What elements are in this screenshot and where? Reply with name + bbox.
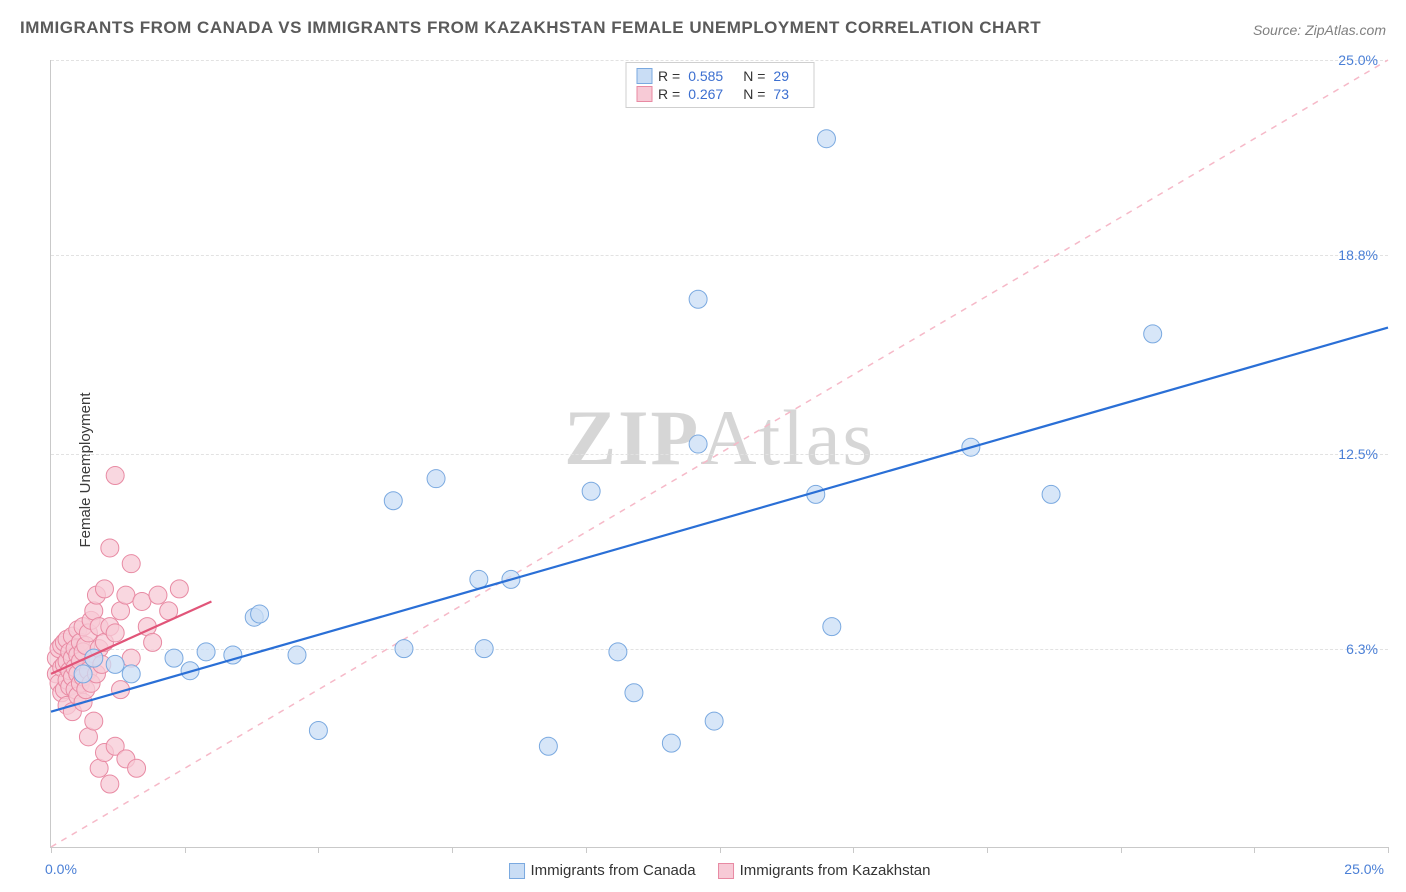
legend-item-kazakhstan: Immigrants from Kazakhstan bbox=[718, 862, 931, 879]
scatter-point bbox=[817, 130, 835, 148]
legend-row-canada: R = 0.585 N = 29 bbox=[636, 67, 803, 85]
chart-container: Female Unemployment ZIPAtlas 6.3%12.5%18… bbox=[0, 48, 1406, 892]
chart-title: IMMIGRANTS FROM CANADA VS IMMIGRANTS FRO… bbox=[20, 18, 1041, 38]
scatter-point bbox=[85, 712, 103, 730]
scatter-point bbox=[74, 665, 92, 683]
scatter-point bbox=[309, 722, 327, 740]
scatter-point bbox=[101, 775, 119, 793]
n-value-kazakhstan: 73 bbox=[773, 86, 789, 102]
scatter-point bbox=[117, 586, 135, 604]
series-legend: Immigrants from Canada Immigrants from K… bbox=[509, 862, 931, 879]
scatter-point bbox=[609, 643, 627, 661]
swatch-canada bbox=[509, 863, 525, 879]
scatter-point bbox=[582, 482, 600, 500]
swatch-canada bbox=[636, 68, 652, 84]
scatter-point bbox=[106, 624, 124, 642]
n-label: N = bbox=[743, 68, 765, 84]
scatter-point bbox=[144, 633, 162, 651]
correlation-legend: R = 0.585 N = 29 R = 0.267 N = 73 bbox=[625, 62, 814, 108]
legend-label-canada: Immigrants from Canada bbox=[531, 862, 696, 879]
plot-area: ZIPAtlas 6.3%12.5%18.8%25.0% R = 0.585 N… bbox=[50, 60, 1388, 848]
legend-label-kazakhstan: Immigrants from Kazakhstan bbox=[740, 862, 931, 879]
scatter-point bbox=[662, 734, 680, 752]
scatter-point bbox=[539, 737, 557, 755]
scatter-point bbox=[823, 618, 841, 636]
x-axis-max-label: 25.0% bbox=[1344, 861, 1384, 877]
scatter-point bbox=[1144, 325, 1162, 343]
swatch-kazakhstan bbox=[718, 863, 734, 879]
scatter-point bbox=[1042, 485, 1060, 503]
x-axis-min-label: 0.0% bbox=[45, 861, 77, 877]
scatter-point bbox=[122, 665, 140, 683]
swatch-kazakhstan bbox=[636, 86, 652, 102]
scatter-point bbox=[106, 467, 124, 485]
scatter-point bbox=[251, 605, 269, 623]
legend-row-kazakhstan: R = 0.267 N = 73 bbox=[636, 85, 803, 103]
scatter-point bbox=[95, 580, 113, 598]
scatter-point bbox=[288, 646, 306, 664]
scatter-point bbox=[427, 470, 445, 488]
scatter-point bbox=[165, 649, 183, 667]
scatter-point bbox=[122, 555, 140, 573]
source-attribution: Source: ZipAtlas.com bbox=[1253, 22, 1386, 38]
scatter-point bbox=[149, 586, 167, 604]
r-value-kazakhstan: 0.267 bbox=[688, 86, 723, 102]
scatter-point bbox=[197, 643, 215, 661]
scatter-point bbox=[170, 580, 188, 598]
scatter-plot-svg bbox=[51, 60, 1388, 847]
scatter-point bbox=[470, 570, 488, 588]
scatter-point bbox=[101, 539, 119, 557]
scatter-point bbox=[133, 592, 151, 610]
n-value-canada: 29 bbox=[773, 68, 789, 84]
r-label: R = bbox=[658, 86, 680, 102]
scatter-point bbox=[106, 655, 124, 673]
scatter-point bbox=[395, 640, 413, 658]
scatter-point bbox=[475, 640, 493, 658]
r-value-canada: 0.585 bbox=[688, 68, 723, 84]
scatter-point bbox=[128, 759, 146, 777]
scatter-point bbox=[625, 684, 643, 702]
scatter-point bbox=[689, 435, 707, 453]
scatter-point bbox=[689, 290, 707, 308]
scatter-point bbox=[384, 492, 402, 510]
r-label: R = bbox=[658, 68, 680, 84]
scatter-point bbox=[705, 712, 723, 730]
n-label: N = bbox=[743, 86, 765, 102]
legend-item-canada: Immigrants from Canada bbox=[509, 862, 696, 879]
